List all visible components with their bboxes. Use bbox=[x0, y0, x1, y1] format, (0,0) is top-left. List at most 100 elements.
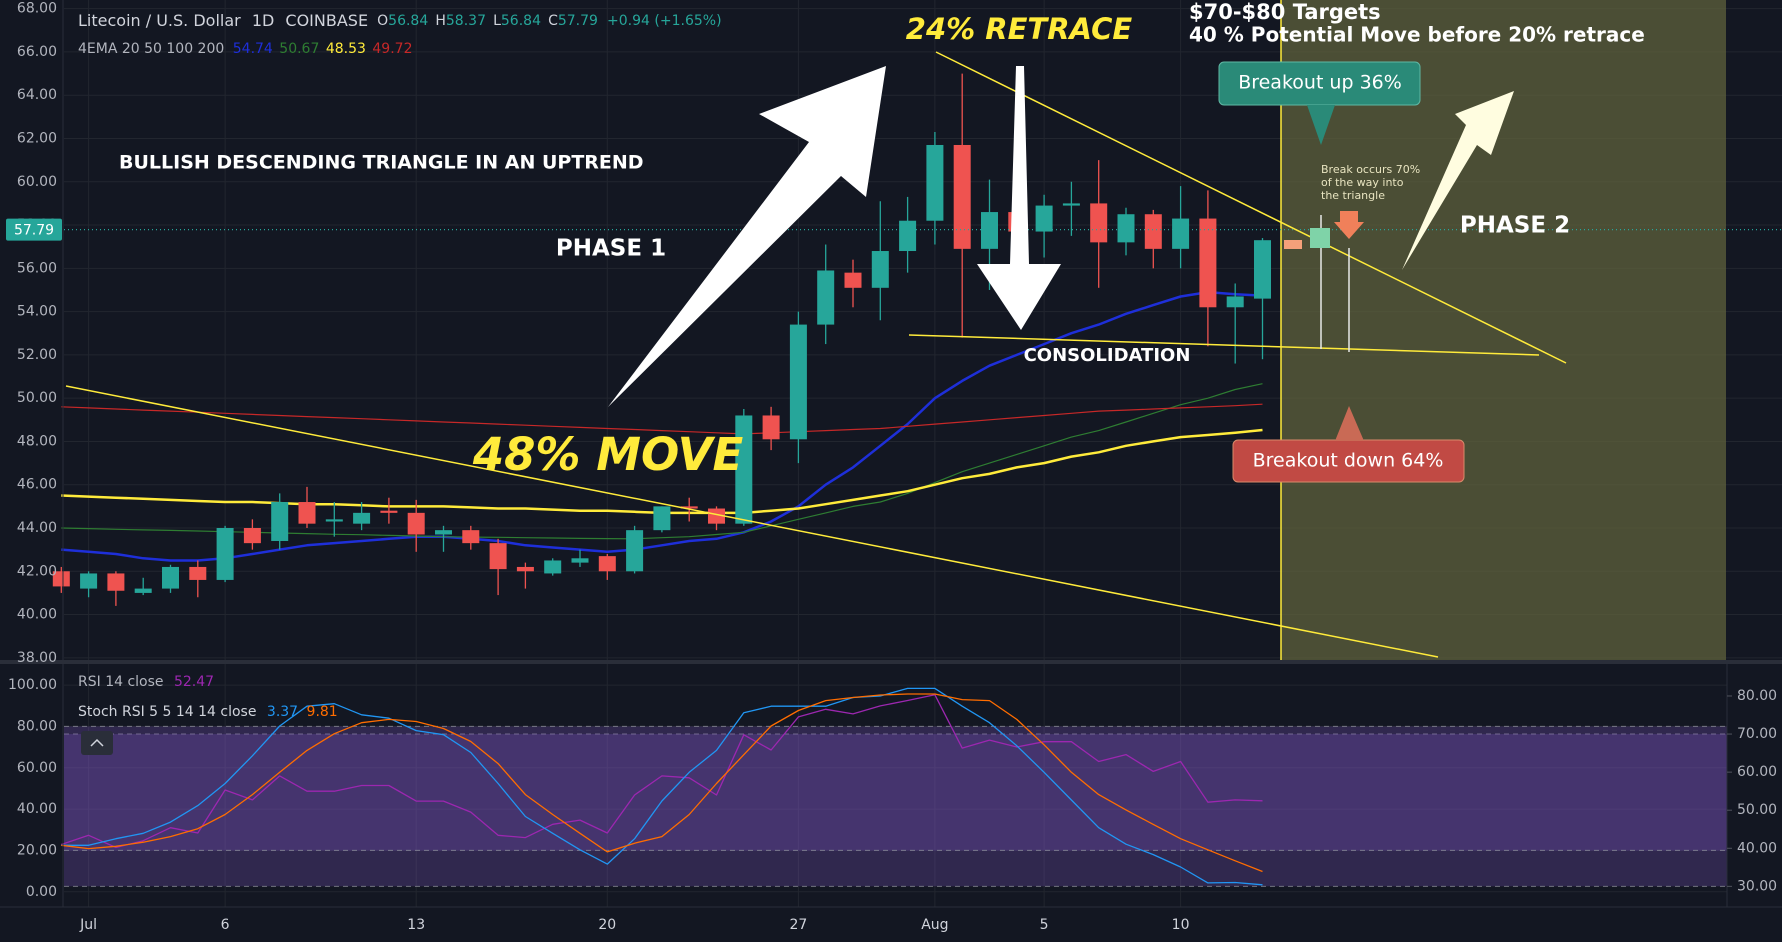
ohlc-value: 56.84 bbox=[501, 13, 541, 29]
trend-line bbox=[65, 385, 1439, 658]
panel-separator bbox=[0, 660, 1782, 664]
candle-body bbox=[353, 512, 371, 524]
ema-label: 4EMA 20 50 100 200 bbox=[78, 41, 224, 57]
y-tick-label: 44.00 bbox=[17, 520, 57, 536]
rsi-legend: RSI 14 close 52.47 bbox=[78, 674, 214, 690]
candle-body bbox=[1254, 240, 1271, 299]
phase2-label: PHASE 2 bbox=[1460, 213, 1570, 239]
candle-body bbox=[1199, 218, 1217, 308]
symbol-legend: Litecoin / U.S. Dollar 1D COINBASE O56.8… bbox=[78, 11, 722, 30]
candle-body bbox=[571, 558, 589, 563]
x-tick-label: 27 bbox=[789, 917, 807, 933]
potential-label: 40 % Potential Move before 20% retrace bbox=[1189, 23, 1645, 47]
osc-band bbox=[64, 734, 1727, 887]
y2-tick-label: 40.00 bbox=[1737, 840, 1777, 856]
ema-value: 48.53 bbox=[326, 41, 366, 57]
candle-body bbox=[789, 324, 807, 440]
candle-body bbox=[544, 560, 562, 574]
ohlc-key: C bbox=[548, 13, 558, 29]
candle-body bbox=[1090, 203, 1108, 243]
y2-tick-label: 50.00 bbox=[1737, 802, 1777, 818]
candle-body bbox=[189, 566, 207, 580]
y-tick-label: 38.00 bbox=[17, 650, 57, 666]
candle-body bbox=[107, 573, 125, 591]
breakout-down-pointer bbox=[1335, 406, 1364, 441]
y-tick-label: 60.00 bbox=[17, 760, 57, 776]
candle-body bbox=[407, 512, 425, 535]
candle-body bbox=[1035, 205, 1053, 232]
candle-body bbox=[653, 506, 671, 531]
y-tick-label: 54.00 bbox=[17, 304, 57, 320]
break-note: the triangle bbox=[1321, 189, 1385, 202]
ohlc-value: 56.84 bbox=[388, 13, 428, 29]
candle-body bbox=[735, 415, 753, 524]
consolidation-label: CONSOLIDATION bbox=[1024, 345, 1191, 366]
phase2-arrow bbox=[1402, 91, 1514, 270]
candle-body bbox=[298, 502, 316, 524]
x-tick-label: 20 bbox=[598, 917, 616, 933]
x-tick-label: 13 bbox=[407, 917, 425, 933]
osc-line bbox=[61, 693, 1263, 873]
x-tick-label: 5 bbox=[1040, 917, 1049, 933]
x-tick-label: Jul bbox=[79, 917, 97, 933]
y2-tick-label: 60.00 bbox=[1737, 764, 1777, 780]
y2-tick-label: 70.00 bbox=[1737, 726, 1777, 742]
candle-body bbox=[598, 556, 616, 572]
candle-body bbox=[899, 220, 917, 252]
osc-band bbox=[64, 726, 1727, 851]
stoch-value: 9.81 bbox=[307, 704, 338, 720]
y-tick-label: 46.00 bbox=[17, 477, 57, 493]
y-tick-label: 100.00 bbox=[8, 677, 57, 693]
date-axis bbox=[0, 907, 1782, 942]
y-tick-label: 64.00 bbox=[17, 87, 57, 103]
candle-body bbox=[981, 212, 998, 249]
candle-body bbox=[1062, 203, 1080, 206]
up-arrow bbox=[608, 66, 886, 407]
candle-body bbox=[1226, 296, 1244, 308]
y-tick-label: 42.00 bbox=[17, 563, 57, 579]
candle-body bbox=[162, 566, 179, 589]
collapse-button[interactable] bbox=[81, 731, 113, 755]
phase1-label: PHASE 1 bbox=[556, 236, 666, 262]
break-note: Break occurs 70% bbox=[1321, 163, 1420, 176]
candle-body bbox=[926, 144, 944, 221]
candle-body bbox=[762, 415, 780, 440]
y-tick-label: 40.00 bbox=[17, 607, 57, 623]
ema-value: 49.72 bbox=[372, 41, 412, 57]
y-tick-label: 66.00 bbox=[17, 44, 57, 60]
candle-body bbox=[626, 530, 644, 572]
candle-body bbox=[489, 543, 507, 570]
axes: 38.0040.0042.0044.0046.0048.0050.0052.00… bbox=[6, 1, 1777, 933]
last-price-tag bbox=[6, 218, 62, 241]
pattern-label: BULLISH DESCENDING TRIANGLE IN AN UPTREN… bbox=[119, 152, 644, 174]
bands bbox=[64, 725, 1727, 887]
ema-legend: 4EMA 20 50 100 200 54.74 50.67 48.53 49.… bbox=[78, 41, 412, 57]
projection-candle bbox=[1310, 228, 1330, 248]
candle-body bbox=[80, 573, 98, 589]
candle-body bbox=[708, 508, 725, 524]
retrace-label: 24% RETRACE bbox=[906, 12, 1133, 46]
candle-body bbox=[325, 519, 343, 522]
y-tick-label: 56.00 bbox=[17, 260, 57, 276]
candle-body bbox=[216, 528, 234, 580]
collapse-icon[interactable] bbox=[90, 738, 104, 747]
stoch-legend: Stoch RSI 5 5 14 14 close 3.37 9.81 bbox=[78, 704, 338, 720]
candle-body bbox=[462, 530, 480, 544]
breakout-up-label: Breakout up 36% bbox=[1238, 72, 1402, 94]
ohlc-value: 58.37 bbox=[446, 13, 486, 29]
osc-line bbox=[61, 687, 1263, 886]
targets-label: $70-$80 Targets bbox=[1189, 0, 1381, 24]
osc-line bbox=[61, 694, 1263, 849]
y-tick-label: 20.00 bbox=[17, 842, 57, 858]
x-tick-label: 10 bbox=[1172, 917, 1190, 933]
y2-tick-label: 30.00 bbox=[1737, 878, 1777, 894]
y-tick-label: 68.00 bbox=[17, 1, 57, 17]
stoch-value: 3.37 bbox=[267, 704, 298, 720]
candle-body bbox=[271, 502, 289, 541]
ohlc-key: L bbox=[493, 13, 501, 29]
collapse-button-bg[interactable] bbox=[81, 731, 113, 755]
symbol: Litecoin / U.S. Dollar bbox=[78, 11, 241, 30]
move-label: 48% MOVE bbox=[472, 428, 744, 481]
interval: 1D bbox=[252, 11, 275, 30]
